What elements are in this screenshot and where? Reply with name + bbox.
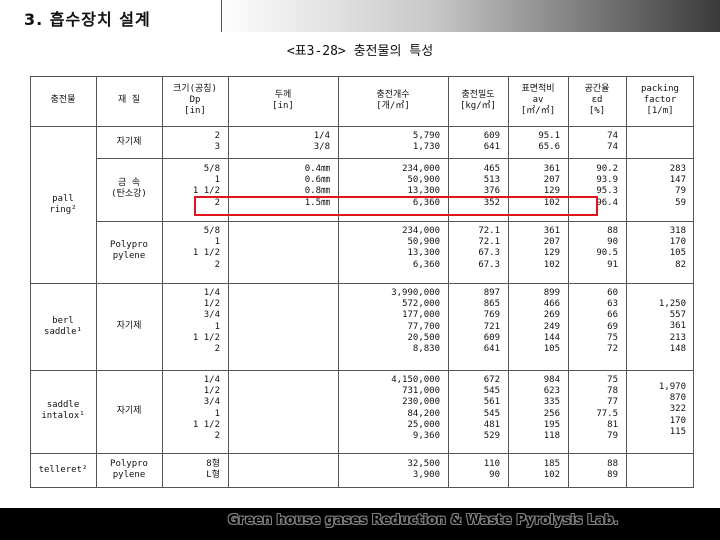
- table-cell-material: 자기제: [116, 137, 142, 147]
- table-cell-size: 8형 L형: [206, 459, 220, 481]
- table-cell-voidage: 90.2 93.9 95.3 96.4: [596, 164, 618, 208]
- table-cell-material: Polypro pylene: [110, 459, 148, 481]
- col-header-factor: packing factor [1/m]: [641, 84, 679, 117]
- table-cell-material: 자기제: [116, 321, 142, 331]
- table-cell-thickness: 1/4 3/8: [313, 131, 330, 153]
- table-cell-size: 1/4 1/2 3/4 1 1 1/2 2: [192, 288, 220, 355]
- col-header-surface: 표면적비 av [㎡/㎥]: [520, 84, 556, 117]
- col-header-size: 크기(공칭) Dp [in]: [173, 84, 217, 117]
- header-bar: [0, 0, 720, 32]
- table-cell-material: Polypro pylene: [110, 240, 148, 262]
- table-cell-count: 32,500 3,900: [407, 459, 440, 481]
- table-cell-voidage: 75 78 77 77.5 81 79: [596, 375, 618, 442]
- table-cell-density: 110 90: [483, 459, 500, 481]
- table-cell-count: 234,000 50,900 13,300 6,360: [402, 226, 440, 270]
- col-header-voidage: 공간율 εd [%]: [584, 84, 610, 117]
- col-header-density: 충전밀도 [kg/㎥]: [459, 90, 497, 112]
- packing-berl-saddle: berl saddle¹: [44, 316, 82, 338]
- table-cell-surface: 361 207 129 102: [543, 226, 560, 270]
- table-cell-factor: 283 147 79 59: [669, 164, 686, 208]
- table-cell-factor: 1,250 557 361 213 148: [658, 299, 686, 354]
- header-divider: [221, 0, 222, 32]
- table-cell-surface: 899 466 269 249 144 105: [543, 288, 560, 355]
- table-cell-count: 234,000 50,900 13,300 6,360: [402, 164, 440, 208]
- table-cell-size: 5/8 1 1 1/2 2: [192, 164, 220, 208]
- table-cell-density: 465 513 376 352: [483, 164, 500, 208]
- table-cell-voidage: 60 63 66 69 75 72: [607, 288, 618, 355]
- footer-bar: Green house gases Reduction & Waste Pyro…: [0, 508, 720, 540]
- col-header-count: 충전개수 [개/㎥]: [376, 90, 410, 112]
- table-cell-density: 609 641: [483, 131, 500, 153]
- table-cell-count: 5,790 1,730: [412, 131, 440, 153]
- table-cell-thickness: 0.4㎜ 0.6㎜ 0.8㎜ 1.5㎜: [304, 164, 330, 208]
- table-cell-surface: 361 207 129 102: [543, 164, 560, 208]
- table-cell-factor: 1,970 870 322 170 115: [658, 382, 686, 437]
- table-caption: <표3-28> 충전물의 특성: [286, 44, 434, 59]
- col-header-material: 재 질: [118, 95, 140, 105]
- packing-properties-table: 충전물 재 질 크기(공칭) Dp [in] 두께 [in] 충전개수 [개/㎥…: [30, 76, 694, 488]
- table-cell-voidage: 74 74: [607, 131, 618, 153]
- table-cell-surface: 185 102: [543, 459, 560, 481]
- slide-title: 3. 흡수장치 설계: [24, 10, 151, 29]
- table-cell-count: 3,990,000 572,000 177,000 77,700 20,500 …: [391, 288, 440, 355]
- table-cell-material: 자기제: [116, 406, 142, 416]
- packing-saddle-intalox: saddle intalox¹: [41, 400, 85, 422]
- table-cell-density: 897 865 769 721 609 641: [483, 288, 500, 355]
- lab-name: Green house gases Reduction & Waste Pyro…: [228, 513, 619, 528]
- table-cell-surface: 984 623 335 256 195 118: [543, 375, 560, 442]
- table-cell-surface: 95.1 65.6: [538, 131, 560, 153]
- table-cell-size: 1/4 1/2 3/4 1 1 1/2 2: [192, 375, 220, 442]
- col-header-thickness: 두께 [in]: [272, 90, 294, 112]
- table-grid: [30, 76, 694, 488]
- table-cell-density: 72.1 72.1 67.3 67.3: [478, 226, 500, 270]
- table-cell-density: 672 545 561 545 481 529: [483, 375, 500, 442]
- table-cell-voidage: 88 90 90.5 91: [596, 226, 618, 270]
- table-cell-voidage: 88 89: [607, 459, 618, 481]
- table-cell-size: 5/8 1 1 1/2 2: [192, 226, 220, 270]
- packing-pall-ring: pall ring²: [49, 194, 77, 216]
- col-header-packing: 충전물: [50, 95, 76, 105]
- table-cell-material: 금 속 (탄소강): [111, 178, 147, 200]
- table-cell-size: 2 3: [214, 131, 220, 153]
- packing-telleret: telleret²: [38, 465, 88, 475]
- table-cell-factor: 318 170 105 82: [669, 226, 686, 270]
- highlight-box: [194, 196, 598, 216]
- table-cell-count: 4,150,000 731,000 230,000 84,200 25,000 …: [391, 375, 440, 442]
